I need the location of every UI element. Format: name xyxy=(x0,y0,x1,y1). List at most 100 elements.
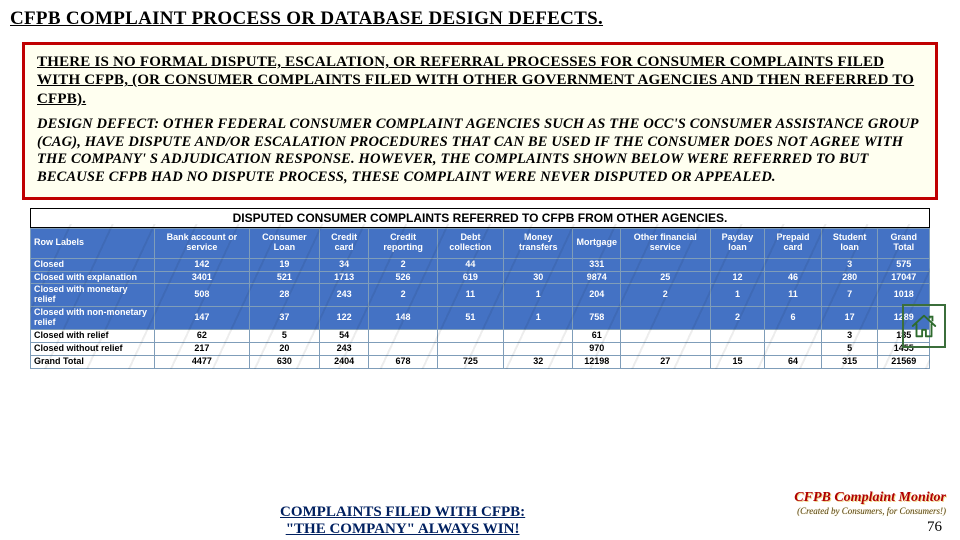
table-cell xyxy=(620,258,710,271)
table-cell: Closed without relief xyxy=(31,342,155,355)
callout-body: DESIGN DEFECT: OTHER FEDERAL CONSUMER CO… xyxy=(37,116,923,187)
table-cell: 44 xyxy=(437,258,503,271)
table-cell: 61 xyxy=(573,329,621,342)
table-cell: 19 xyxy=(249,258,319,271)
table-cell: 11 xyxy=(765,284,822,307)
table-row: Closed14219342443313575 xyxy=(31,258,930,271)
table-cell: 5 xyxy=(249,329,319,342)
table-cell: Closed with monetary relief xyxy=(31,284,155,307)
table-cell xyxy=(620,307,710,330)
table-header-cell: Credit card xyxy=(319,228,369,258)
logo: CFPB Complaint Monitor (Created by Consu… xyxy=(794,490,946,516)
table-cell: Grand Total xyxy=(31,355,155,368)
table-cell: 12 xyxy=(710,271,765,284)
table-cell: 243 xyxy=(319,284,369,307)
table-header-cell: Bank account or service xyxy=(154,228,249,258)
home-icon xyxy=(909,311,939,341)
table-header-cell: Other financial service xyxy=(620,228,710,258)
table-row: Grand Total44776302404678725321219827156… xyxy=(31,355,930,368)
callout-heading: THERE IS NO FORMAL DISPUTE, ESCALATION, … xyxy=(37,53,923,108)
table-cell: Closed with explanation xyxy=(31,271,155,284)
table-row: Closed with non-monetary relief147371221… xyxy=(31,307,930,330)
footer-link-line2: "THE COMPANY" ALWAYS WIN! xyxy=(286,521,520,537)
table-cell: 1 xyxy=(504,307,573,330)
table-cell: 2 xyxy=(369,258,437,271)
callout-box: THERE IS NO FORMAL DISPUTE, ESCALATION, … xyxy=(22,42,938,200)
table-cell xyxy=(504,258,573,271)
table-cell: 5 xyxy=(821,342,878,355)
logo-subtitle: (Created by Consumers, for Consumers!) xyxy=(794,506,946,516)
table-cell: 508 xyxy=(154,284,249,307)
table-header-cell: Credit reporting xyxy=(369,228,437,258)
table-row: Closed with relief62554613185 xyxy=(31,329,930,342)
table-cell xyxy=(765,258,822,271)
table-header-cell: Debt collection xyxy=(437,228,503,258)
table-cell xyxy=(369,329,437,342)
table-row: Closed with explanation34015211713526619… xyxy=(31,271,930,284)
table-cell xyxy=(710,329,765,342)
table-cell: 2 xyxy=(620,284,710,307)
table-cell: 46 xyxy=(765,271,822,284)
table-cell: 204 xyxy=(573,284,621,307)
table-cell: 678 xyxy=(369,355,437,368)
table-cell: 331 xyxy=(573,258,621,271)
table-cell xyxy=(504,342,573,355)
table-cell: 619 xyxy=(437,271,503,284)
table-cell: 280 xyxy=(821,271,878,284)
table-cell xyxy=(620,329,710,342)
table-cell: 147 xyxy=(154,307,249,330)
table-cell: 243 xyxy=(319,342,369,355)
table-cell: 34 xyxy=(319,258,369,271)
table-cell: 21569 xyxy=(878,355,930,368)
table-header-cell: Prepaid card xyxy=(765,228,822,258)
table-cell: Closed xyxy=(31,258,155,271)
table-cell: 17 xyxy=(821,307,878,330)
table-cell: 521 xyxy=(249,271,319,284)
table-cell xyxy=(437,329,503,342)
table-cell: 7 xyxy=(821,284,878,307)
table-row: Closed without relief2172024397051455 xyxy=(31,342,930,355)
table-cell: 54 xyxy=(319,329,369,342)
table-cell: 25 xyxy=(620,271,710,284)
table-cell: 725 xyxy=(437,355,503,368)
table-cell xyxy=(620,342,710,355)
table-cell: 11 xyxy=(437,284,503,307)
table-cell: 1 xyxy=(504,284,573,307)
page-number: 76 xyxy=(927,519,942,536)
footer-link[interactable]: COMPLAINTS FILED WITH CFPB: "THE COMPANY… xyxy=(280,504,525,539)
table-cell: 32 xyxy=(504,355,573,368)
table-cell: 142 xyxy=(154,258,249,271)
table-cell: 2 xyxy=(369,284,437,307)
table-container: DISPUTED CONSUMER COMPLAINTS REFERRED TO… xyxy=(30,208,930,369)
table-cell xyxy=(504,329,573,342)
home-button[interactable] xyxy=(902,304,946,348)
table-cell xyxy=(710,342,765,355)
table-cell: 217 xyxy=(154,342,249,355)
table-header-cell: Money transfers xyxy=(504,228,573,258)
table-cell: 2404 xyxy=(319,355,369,368)
table-cell: 2 xyxy=(710,307,765,330)
table-cell: 3 xyxy=(821,258,878,271)
table-header-cell: Student loan xyxy=(821,228,878,258)
table-cell: 1 xyxy=(710,284,765,307)
logo-title: CFPB Complaint Monitor xyxy=(794,490,946,506)
table-cell: 62 xyxy=(154,329,249,342)
table-cell: 17047 xyxy=(878,271,930,284)
table-cell: 27 xyxy=(620,355,710,368)
table-cell: 9874 xyxy=(573,271,621,284)
table-cell: 3401 xyxy=(154,271,249,284)
table-title: DISPUTED CONSUMER COMPLAINTS REFERRED TO… xyxy=(30,208,930,228)
table-cell: 28 xyxy=(249,284,319,307)
table-cell: 758 xyxy=(573,307,621,330)
table-header-cell: Mortgage xyxy=(573,228,621,258)
table-cell: 315 xyxy=(821,355,878,368)
table-header-cell: Row Labels xyxy=(31,228,155,258)
table-cell: 6 xyxy=(765,307,822,330)
table-cell: 4477 xyxy=(154,355,249,368)
table-cell: 37 xyxy=(249,307,319,330)
table-cell: 970 xyxy=(573,342,621,355)
table-cell: Closed with non-monetary relief xyxy=(31,307,155,330)
table-cell: 12198 xyxy=(573,355,621,368)
table-cell xyxy=(765,342,822,355)
table-cell xyxy=(710,258,765,271)
